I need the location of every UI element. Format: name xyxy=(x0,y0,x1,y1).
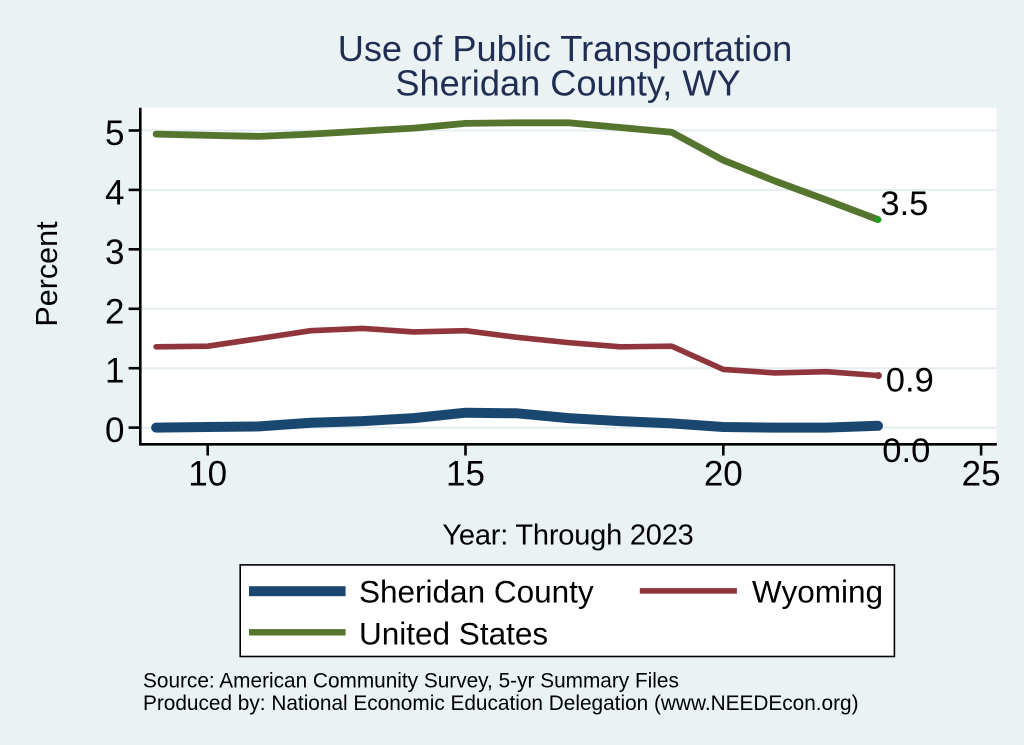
svg-text:20: 20 xyxy=(704,455,743,494)
svg-text:3.5: 3.5 xyxy=(880,185,928,223)
svg-text:United States: United States xyxy=(359,615,548,651)
svg-text:0.9: 0.9 xyxy=(886,362,934,400)
svg-text:1: 1 xyxy=(105,352,124,391)
svg-text:0.0: 0.0 xyxy=(882,432,930,470)
svg-text:3: 3 xyxy=(105,233,124,272)
svg-text:Percent: Percent xyxy=(30,221,64,327)
svg-text:Sheridan County: Sheridan County xyxy=(359,574,594,610)
svg-text:Wyoming: Wyoming xyxy=(752,574,883,610)
svg-text:4: 4 xyxy=(105,174,124,213)
svg-text:Produced by: National Economic: Produced by: National Economic Education… xyxy=(143,692,859,715)
svg-text:15: 15 xyxy=(446,455,485,494)
svg-text:Source: American Community Sur: Source: American Community Survey, 5-yr … xyxy=(143,670,679,693)
svg-text:Year: Through 2023: Year: Through 2023 xyxy=(442,519,693,551)
svg-text:10: 10 xyxy=(188,455,227,494)
svg-text:2: 2 xyxy=(105,292,124,331)
svg-text:0: 0 xyxy=(105,411,124,450)
svg-text:5: 5 xyxy=(105,114,124,153)
svg-text:Use of Public Transportation: Use of Public Transportation xyxy=(338,28,793,69)
svg-text:Sheridan County, WY: Sheridan County, WY xyxy=(395,63,740,104)
svg-text:25: 25 xyxy=(962,455,1001,494)
